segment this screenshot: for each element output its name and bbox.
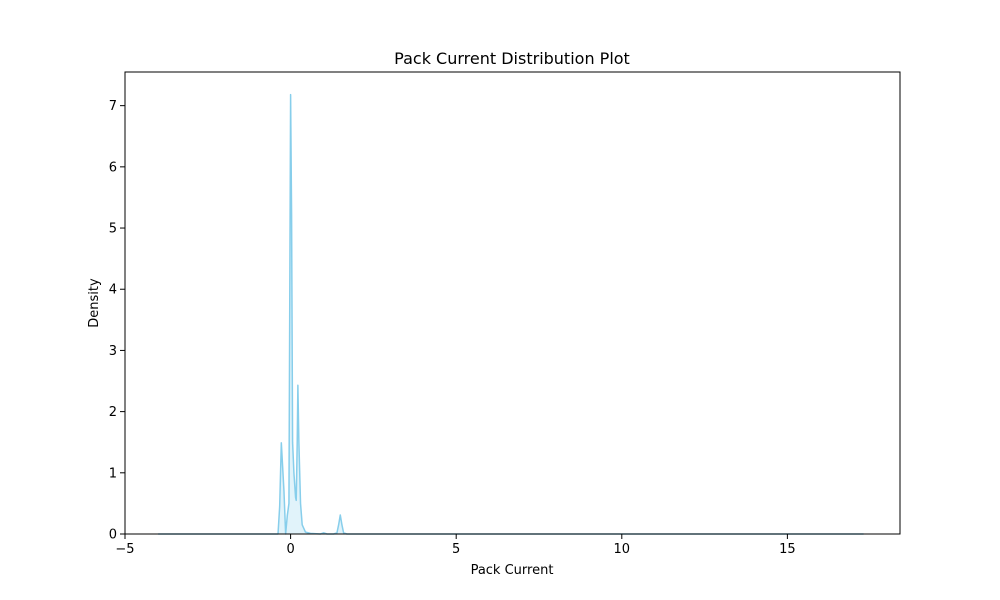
x-tick-label: 5 (452, 542, 460, 557)
y-axis: 0 1 2 3 4 5 6 7 (109, 99, 125, 543)
x-tick-label: −5 (115, 542, 134, 557)
x-tick-label: 15 (779, 542, 796, 557)
x-tick-label: 0 (286, 542, 294, 557)
y-tick-label: 4 (109, 283, 117, 298)
y-tick-label: 6 (109, 160, 117, 175)
y-tick-label: 0 (109, 528, 117, 543)
y-tick-label: 1 (109, 466, 117, 481)
plot-frame (124, 71, 901, 535)
x-axis-title: Pack Current (471, 563, 554, 578)
density-area-0 (158, 94, 864, 534)
y-axis-title: Density (87, 278, 102, 328)
density-line-0 (158, 93, 864, 535)
x-axis: −5 0 5 10 15 (115, 534, 796, 557)
y-tick-label: 3 (109, 344, 117, 359)
chart-title: Pack Current Distribution Plot (394, 49, 630, 68)
x-tick-label: 10 (614, 542, 631, 557)
y-tick-label: 7 (109, 99, 117, 114)
y-tick-label: 5 (109, 222, 117, 237)
plot-area (158, 93, 864, 535)
y-tick-label: 2 (109, 405, 117, 420)
